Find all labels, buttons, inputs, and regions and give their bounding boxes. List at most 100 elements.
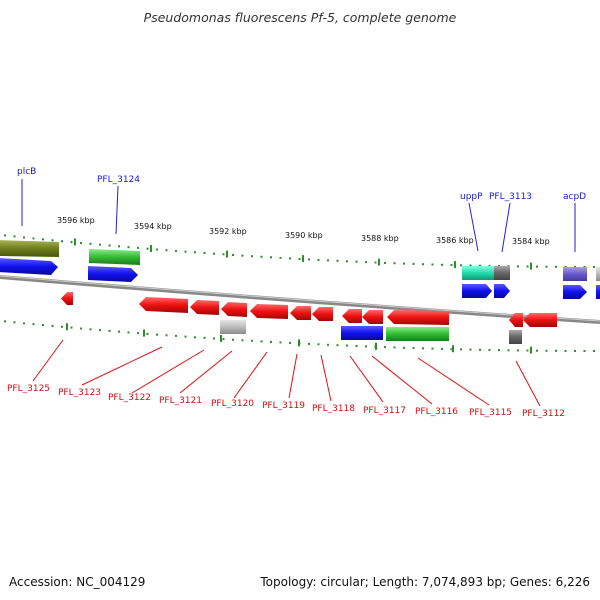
gene-PFL_3117-red[interactable] [342, 309, 362, 323]
scale-tick-minor [146, 332, 149, 335]
gene-PFL_3123[interactable] [139, 297, 188, 313]
gene-label-PFL_3125[interactable]: PFL_3125 [7, 384, 50, 394]
scale-tick-minor [70, 326, 73, 329]
gene-PFL_3112-red-a[interactable] [509, 313, 523, 327]
gene-PFL_3124-green[interactable] [89, 249, 140, 265]
gene-PFL_3113-blue[interactable] [494, 284, 510, 298]
gene-label-PFL_3112[interactable]: PFL_3112 [522, 409, 565, 419]
leader-line-PFL_3117 [349, 355, 384, 403]
gene-label-PFL_3123[interactable]: PFL_3123 [58, 388, 101, 398]
scale-tick-minor [346, 260, 348, 263]
gene-label-PFL_3117[interactable]: PFL_3117 [363, 406, 406, 416]
scale-tick-minor [146, 247, 149, 250]
gene-PFL_3116-red-a[interactable] [362, 310, 383, 324]
gene-PFL_3121[interactable] [221, 302, 247, 317]
gene-label-PFL_3116[interactable]: PFL_3116 [415, 407, 458, 417]
scale-label: 3588 kbp [361, 234, 399, 243]
scale-tick-minor [118, 330, 120, 333]
gene-label-PFL_3118[interactable]: PFL_3118 [312, 404, 355, 414]
scale-tick-minor [365, 345, 367, 348]
gene-PFL_3122[interactable] [190, 300, 219, 315]
leader-line-PFL_3115 [417, 357, 490, 406]
scale-tick-minor [545, 349, 548, 352]
scale-tick-minor [526, 349, 529, 352]
scale-tick-minor [194, 251, 196, 254]
gene-PFL_3119[interactable] [290, 306, 311, 320]
gene-PFL_3118[interactable] [312, 307, 333, 321]
scale-tick-minor [393, 346, 396, 349]
gene-label-PFL_3120[interactable]: PFL_3120 [211, 399, 254, 409]
scale-tick-minor [42, 238, 44, 241]
scale-tick-minor [23, 322, 25, 325]
gene-PFL_3125[interactable] [61, 292, 73, 305]
scale-tick-minor [431, 263, 434, 266]
gene-PFL_3120[interactable] [250, 304, 288, 319]
gene-uppP-teal[interactable] [462, 266, 494, 280]
scale-tick-minor [555, 349, 557, 352]
scale-tick-minor [127, 246, 130, 249]
scale-tick-minor [156, 248, 158, 251]
gene-PFL_3117-blue-b[interactable] [361, 326, 383, 340]
scale-tick-minor [564, 265, 567, 268]
scale-tick-minor [260, 340, 263, 343]
scale-tick-minor [108, 244, 111, 247]
scale-tick-minor [517, 265, 519, 268]
gene-label-PFL_3124[interactable]: PFL_3124 [97, 175, 140, 185]
leader-line-PFL_3120 [233, 351, 268, 399]
gene-plcB-blue[interactable] [0, 258, 58, 275]
scale-tick-minor [412, 262, 415, 265]
gene-PFL_3112-red-b[interactable] [523, 313, 557, 327]
scale-tick-major [530, 262, 532, 270]
scale-tick-minor [336, 259, 339, 262]
scale-tick-minor [308, 258, 310, 261]
scale-tick-minor [374, 261, 377, 264]
gene-PFL_3124-blue[interactable] [88, 266, 138, 282]
leader-line-PFL_3121 [179, 350, 233, 394]
scale-tick-minor [526, 265, 529, 268]
gene-PFL_3116-red-b[interactable] [387, 310, 449, 325]
gene-plcB-olive[interactable] [0, 240, 59, 257]
gene-edge-blue[interactable] [596, 285, 600, 299]
gene-PFL_3116-green[interactable] [386, 327, 449, 341]
scale-tick-minor [127, 331, 130, 334]
scale-tick-minor [99, 329, 101, 332]
scale-tick-minor [507, 349, 510, 352]
scale-tick-minor [574, 265, 576, 268]
scale-tick-minor [4, 320, 6, 323]
scale-tick-minor [536, 349, 538, 352]
scale-label: 3592 kbp [209, 227, 247, 236]
gene-label-acpD[interactable]: acpD [563, 192, 586, 202]
gene-PFL_3115-gray[interactable] [509, 330, 522, 344]
page-title: Pseudomonas fluorescens Pf-5, complete g… [143, 10, 457, 25]
gene-label-plcB[interactable]: plcB [17, 167, 36, 177]
scale-tick-minor [450, 348, 453, 351]
scale-tick-minor [545, 265, 548, 268]
scale-tick-minor [222, 253, 225, 256]
scale-tick-minor [422, 263, 424, 266]
scale-tick-minor [317, 343, 320, 346]
scale-tick-minor [184, 335, 187, 338]
scale-tick-minor [336, 344, 339, 347]
gene-PFL_3117-blue-a[interactable] [341, 326, 361, 340]
scale-ticks-outer [4, 234, 595, 270]
scale-label: 3596 kbp [57, 216, 95, 225]
scale-tick-minor [222, 338, 225, 341]
scale-tick-minor [70, 241, 73, 244]
gene-acpD-blue[interactable] [563, 285, 587, 299]
gene-label-PFL_3121[interactable]: PFL_3121 [159, 396, 202, 406]
scale-tick-minor [450, 264, 453, 266]
scale-tick-minor [317, 258, 320, 261]
gene-label-PFL_3115[interactable]: PFL_3115 [469, 408, 512, 418]
scale-tick-minor [555, 265, 557, 268]
gene-uppP-blue[interactable] [462, 284, 492, 298]
gene-PFL_3113-gray[interactable] [494, 266, 510, 280]
gene-edge-lightgray[interactable] [596, 267, 600, 281]
gene-label-PFL_3113[interactable]: PFL_3113 [489, 192, 532, 202]
gene-label-PFL_3119[interactable]: PFL_3119 [262, 401, 305, 411]
gene-label-uppP[interactable]: uppP [460, 192, 483, 202]
gene-acpD-purple[interactable] [563, 267, 587, 281]
scale-tick-minor [251, 255, 253, 258]
gene-label-PFL_3122[interactable]: PFL_3122 [108, 393, 151, 403]
gene-PFL_3121-lightgray[interactable] [220, 320, 246, 334]
scale-tick-minor [441, 263, 443, 266]
